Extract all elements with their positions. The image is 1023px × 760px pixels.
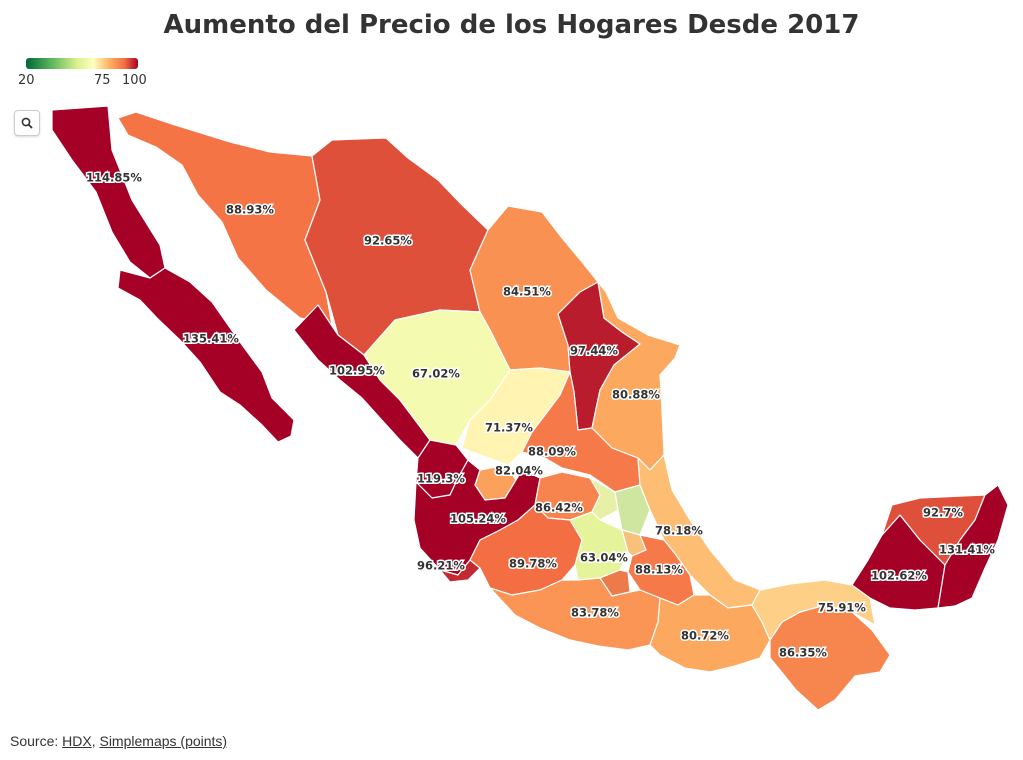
legend-tick: 20 <box>18 73 35 88</box>
region-baja-california-sur[interactable] <box>117 267 295 443</box>
region-label-campeche: 102.62% <box>871 569 927 583</box>
region-label-oaxaca: 80.72% <box>681 629 729 643</box>
region-label-nuevo-leon: 97.44% <box>570 344 618 358</box>
region-label-sonora: 88.93% <box>226 203 274 217</box>
search-icon <box>21 117 33 129</box>
region-label-nayarit: 119.3% <box>417 472 465 486</box>
region-oaxaca[interactable] <box>649 594 771 673</box>
region-label-quintana-roo: 131.41% <box>939 543 995 557</box>
search-button[interactable] <box>14 110 40 136</box>
region-label-coahuila: 84.51% <box>503 285 551 299</box>
source-note: Source: HDX, Simplemaps (points) <box>10 733 227 749</box>
region-guerrero[interactable] <box>489 577 661 651</box>
region-label-tabasco: 75.91% <box>818 601 866 615</box>
region-label-mexico: 63.04% <box>580 551 628 565</box>
region-tabasco[interactable] <box>751 579 876 641</box>
region-label-jalisco: 105.24% <box>450 512 506 526</box>
region-label-san-luis-potosi: 88.09% <box>528 445 576 459</box>
region-label-baja-california-sur: 135.41% <box>183 332 239 346</box>
region-label-aguascalientes: 82.04% <box>495 464 543 478</box>
legend-tick: 75 <box>94 73 111 88</box>
region-label-chiapas: 86.35% <box>779 646 827 660</box>
source-separator: , <box>91 733 100 749</box>
region-label-puebla: 88.13% <box>635 563 683 577</box>
legend-tick: 100 <box>122 73 147 88</box>
region-label-baja-california: 114.85% <box>86 171 142 185</box>
region-label-sinaloa: 102.95% <box>329 364 385 378</box>
region-label-yucatan: 92.7% <box>923 506 963 520</box>
source-link-simplemaps[interactable]: Simplemaps (points) <box>99 733 228 749</box>
region-label-durango: 67.02% <box>412 367 460 381</box>
source-prefix: Source: <box>10 733 63 749</box>
region-san-luis-potosi[interactable] <box>521 371 641 493</box>
region-label-zacatecas: 71.37% <box>485 421 533 435</box>
color-legend: 20 75 100 <box>18 58 148 92</box>
map-title: Aumento del Precio de los Hogares Desde … <box>163 10 860 40</box>
region-label-michoacan: 89.78% <box>509 557 557 571</box>
region-label-veracruz: 78.18% <box>655 524 703 538</box>
region-label-tamaulipas: 80.88% <box>612 388 660 402</box>
region-label-guerrero: 83.78% <box>571 606 619 620</box>
region-label-guanajuato: 86.42% <box>535 501 583 515</box>
legend-color-bar <box>26 58 138 69</box>
source-link-hdx[interactable]: HDX <box>62 733 92 749</box>
region-quintana-roo[interactable] <box>937 484 1009 609</box>
region-label-chihuahua: 92.65% <box>364 234 412 248</box>
region-label-colima: 96.21% <box>417 559 465 573</box>
